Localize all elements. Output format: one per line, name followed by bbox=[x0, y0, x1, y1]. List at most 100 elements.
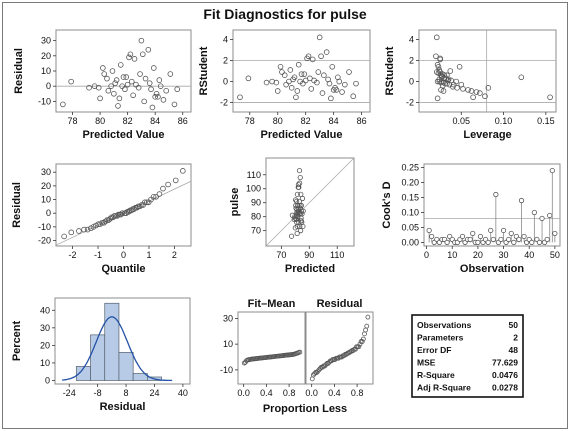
rstud_pred-point bbox=[346, 69, 352, 75]
res_pred-point bbox=[145, 46, 152, 53]
rstud_lev-point bbox=[482, 93, 488, 100]
qq-point bbox=[81, 226, 87, 233]
rstud_pred-point bbox=[263, 79, 270, 86]
res_pred-ylabel: Residual bbox=[13, 48, 25, 94]
qq-xtick-label: 2 bbox=[172, 250, 177, 260]
cooks-xtick-label: 20 bbox=[473, 250, 483, 260]
residq-point bbox=[356, 344, 362, 350]
cooks-point bbox=[516, 236, 522, 243]
rstud_pred-point bbox=[294, 88, 301, 94]
cooks-point bbox=[500, 227, 507, 234]
rstud_lev-point bbox=[456, 63, 463, 70]
cooks-point bbox=[549, 167, 555, 174]
cooks-point bbox=[544, 236, 550, 243]
qq-ylabel: Residual bbox=[11, 182, 23, 228]
rstud_pred-point bbox=[336, 78, 343, 85]
obs_pred-point bbox=[299, 211, 305, 217]
cooks-xtick-label: 40 bbox=[524, 250, 534, 260]
stats-box bbox=[411, 314, 524, 398]
rstud_lev-point bbox=[473, 89, 480, 95]
qq-ytick-label: 30 bbox=[41, 167, 51, 177]
stats-label: Adj R-Square bbox=[417, 383, 471, 393]
residq-xtick-label: 0.4 bbox=[328, 388, 341, 398]
stats-label: Observations bbox=[417, 320, 472, 330]
qq-point bbox=[156, 191, 163, 197]
res_pred-point bbox=[155, 94, 161, 100]
cooks-point bbox=[459, 233, 466, 240]
hist-bar bbox=[104, 302, 120, 381]
qq-ytick-label: -10 bbox=[38, 222, 51, 232]
hist-bar bbox=[90, 334, 106, 381]
rstud_lev-ytick-label: -2 bbox=[406, 98, 414, 108]
residq-title: Residual bbox=[317, 298, 363, 310]
res_pred-point bbox=[60, 101, 66, 108]
cooks-ylabel: Cook's D bbox=[381, 181, 393, 228]
cooks-ytick-label: 0.10 bbox=[401, 207, 419, 217]
obs_pred-xlabel: Predicted bbox=[285, 263, 335, 275]
res_pred-point bbox=[113, 77, 120, 83]
fitmean-point bbox=[297, 349, 303, 355]
res_pred-xtick-label: 80 bbox=[95, 116, 105, 126]
res_pred-point bbox=[117, 62, 124, 68]
res_pred-point bbox=[157, 83, 164, 89]
qq-xtick-label: 0 bbox=[121, 250, 126, 260]
cooks-xtick-label: 30 bbox=[499, 250, 509, 260]
qq-point bbox=[133, 204, 140, 211]
res_pred-xtick-label: 84 bbox=[150, 116, 160, 126]
cooks-xtick-label: 0 bbox=[424, 250, 429, 260]
rstud_pred-xtick-label: 84 bbox=[329, 116, 339, 126]
rstud_lev-point bbox=[470, 94, 476, 101]
rstud_pred-point bbox=[281, 72, 288, 79]
obs_pred-point bbox=[298, 228, 304, 234]
obs_pred-point bbox=[298, 191, 304, 197]
qq-point bbox=[104, 217, 110, 223]
rstud_lev-point bbox=[465, 87, 471, 93]
qq-point bbox=[95, 221, 102, 227]
rstud_pred-point bbox=[342, 81, 348, 88]
cooks-ytick-label: 0.00 bbox=[401, 237, 419, 247]
res_pred-point bbox=[101, 71, 108, 77]
res_pred-point bbox=[127, 51, 134, 58]
res_pred-point bbox=[86, 84, 92, 91]
obs_pred-xtick-label: 90 bbox=[304, 250, 314, 260]
res_pred-point bbox=[131, 56, 138, 62]
rstud_lev-ytick-label: 0 bbox=[409, 77, 414, 87]
res_pred-ytick-label: 20 bbox=[41, 51, 51, 61]
res_pred-point bbox=[139, 51, 146, 58]
obs_pred-point bbox=[295, 202, 301, 209]
res_pred-point bbox=[119, 83, 125, 89]
fitmean-xtick-label: 0.4 bbox=[260, 388, 273, 398]
hist-xtick-label: 24 bbox=[149, 388, 159, 398]
residq-xtick-label: 0.0 bbox=[305, 388, 318, 398]
cooks-point bbox=[490, 236, 496, 243]
rstud_pred-point bbox=[287, 67, 294, 73]
obs_pred-point bbox=[294, 191, 301, 197]
rstud_lev-point bbox=[547, 94, 553, 101]
res_pred-point bbox=[108, 83, 114, 89]
cooks-point bbox=[467, 236, 473, 243]
res_pred-point bbox=[104, 75, 110, 82]
cooks-point bbox=[531, 209, 537, 216]
rstud_lev-point bbox=[518, 74, 525, 81]
obs_pred-point bbox=[299, 195, 306, 202]
residq-plot-area bbox=[305, 311, 374, 385]
rstud_pred-ytick-label: 2 bbox=[223, 55, 228, 65]
res_pred-ytick-label: 30 bbox=[41, 36, 51, 46]
res_pred-point bbox=[141, 98, 147, 105]
rstud_pred-point bbox=[279, 69, 285, 75]
rstud_pred-xlabel: Predicted Value bbox=[261, 129, 343, 141]
fit-panels-xlabel: Proportion Less bbox=[263, 403, 347, 415]
obs_pred-xtick-label: 70 bbox=[276, 250, 286, 260]
qq-point bbox=[76, 228, 82, 234]
qq-point bbox=[102, 218, 109, 225]
qq-point bbox=[172, 177, 179, 184]
res_pred-point bbox=[148, 86, 154, 93]
obs_pred-fit-line bbox=[265, 157, 355, 247]
rstud_lev-point bbox=[435, 63, 442, 70]
qq-plot-area bbox=[55, 163, 192, 247]
fitmean-plot-area bbox=[237, 311, 306, 385]
rstud_pred-ytick-label: 4 bbox=[223, 34, 228, 44]
hist-xtick-label: -8 bbox=[94, 388, 102, 398]
res_pred-point bbox=[167, 71, 174, 77]
rstud_pred-point bbox=[339, 89, 345, 95]
